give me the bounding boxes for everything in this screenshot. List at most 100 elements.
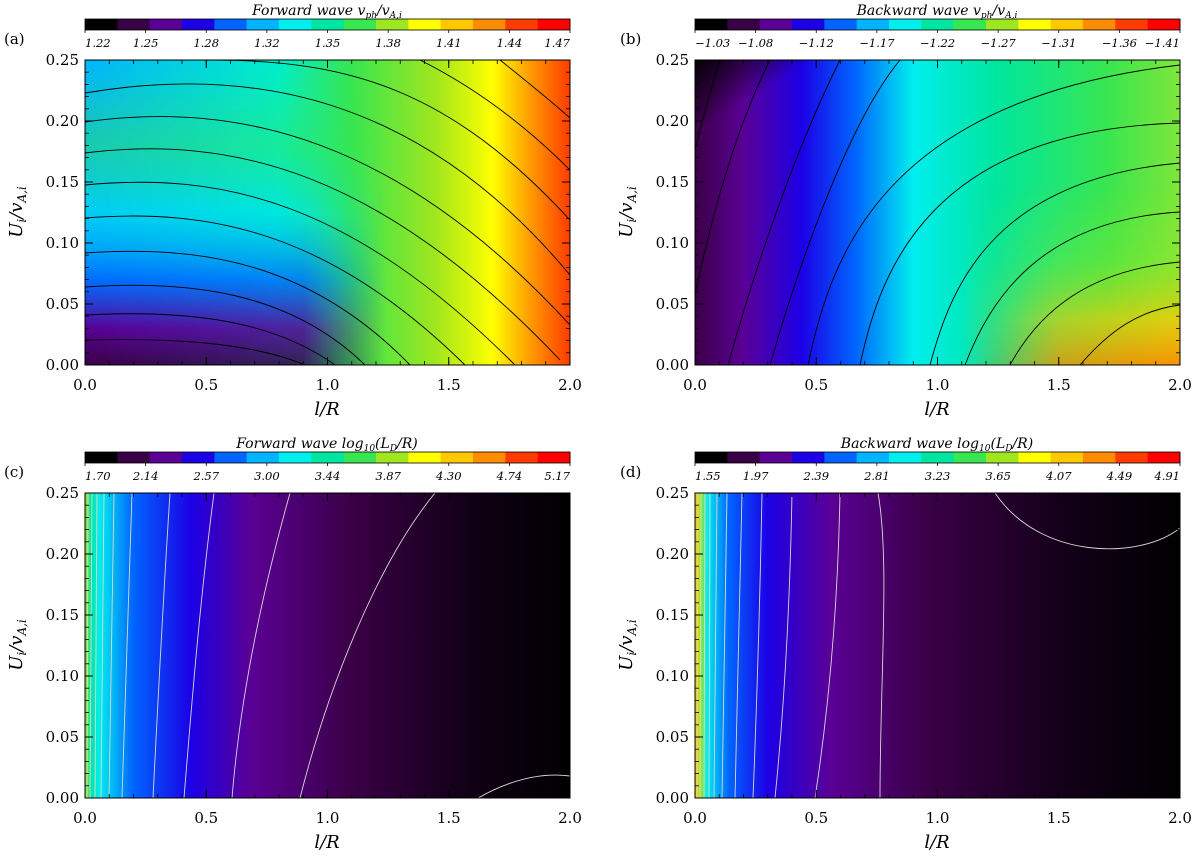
x-tick-label: 0.0 bbox=[73, 376, 97, 394]
panel-a: 0.0 0.5 1.0 1.5 2.00.000.050.100.150.200.25 … bbox=[4, 3, 582, 420]
x-tick-label: 2.0 bbox=[1168, 376, 1192, 394]
colorbar-swatch bbox=[117, 19, 151, 30]
colorbar-tick-label: 5.17 bbox=[544, 469, 570, 483]
colorbar-swatch bbox=[311, 452, 345, 463]
panel-c-title: Forward wave log10(LD/R) bbox=[235, 436, 418, 454]
colorbar-tick-label: 2.39 bbox=[802, 469, 829, 483]
colorbar-tick-label: −1.22 bbox=[920, 36, 955, 50]
colorbar-swatch bbox=[311, 19, 345, 30]
y-tick-label: 0.05 bbox=[46, 728, 79, 746]
colorbar-swatch bbox=[408, 19, 442, 30]
colorbar-swatch bbox=[473, 452, 506, 463]
colorbar-tick-label: 1.55 bbox=[695, 469, 721, 483]
colorbar-swatch bbox=[1147, 452, 1181, 463]
colorbar-tick-label: −1.12 bbox=[799, 36, 834, 50]
colorbar-tick-label: 4.07 bbox=[1045, 469, 1072, 483]
panel-a-ylabel: Ui/vA,i bbox=[6, 186, 29, 238]
panel-c-axes: 0.0 0.5 1.0 1.5 2.0 0.00 0.05 0.10 0.15 0.20 0.25 bbox=[46, 484, 582, 827]
colorbar-swatch bbox=[343, 452, 377, 463]
panel-a-contours bbox=[84, 59, 571, 366]
colorbar-swatch bbox=[824, 452, 858, 463]
panel-d-letter: (d) bbox=[620, 463, 641, 481]
y-tick-label: 0.20 bbox=[656, 112, 689, 130]
colorbar-tick-label: 2.14 bbox=[132, 469, 159, 483]
colorbar-tick-label: −1.27 bbox=[981, 36, 1017, 50]
colorbar-swatch bbox=[149, 19, 183, 30]
colorbar-swatch bbox=[505, 452, 539, 463]
y-tick-label: 0.25 bbox=[46, 51, 79, 69]
colorbar-swatch bbox=[85, 452, 118, 463]
x-tick-label: 1.5 bbox=[437, 809, 461, 827]
y-tick-label: 0.20 bbox=[46, 545, 79, 563]
colorbar-swatch bbox=[986, 19, 1019, 30]
y-tick-label: 0.05 bbox=[656, 728, 689, 746]
colorbar-swatch bbox=[279, 452, 312, 463]
colorbar-swatch bbox=[759, 19, 793, 30]
panel-c-colorbar: 1.70 2.14 2.57 3.00 3.44 3.87 4.30 4.74 5.17 bbox=[84, 451, 571, 483]
panel-a-title: Forward wave vph/vA,i bbox=[251, 3, 402, 21]
x-tick-label: 0.5 bbox=[194, 376, 218, 394]
colorbar-swatch bbox=[953, 19, 987, 30]
panel-c-letter: (c) bbox=[4, 463, 24, 481]
colorbar-tick-label: 2.81 bbox=[863, 469, 890, 483]
colorbar-tick-label: −1.08 bbox=[738, 36, 773, 50]
colorbar-swatch bbox=[1050, 19, 1084, 30]
y-tick-label: 0.25 bbox=[656, 51, 689, 69]
panel-a-heatmap bbox=[85, 60, 570, 365]
y-tick-label: 0.00 bbox=[656, 356, 689, 374]
colorbar-tick-label: 1.97 bbox=[743, 469, 769, 483]
colorbar-swatch bbox=[1083, 19, 1116, 30]
colorbar-swatch bbox=[1018, 452, 1052, 463]
y-tick-label: 0.15 bbox=[656, 173, 689, 191]
colorbar-tick-label: 1.41 bbox=[436, 36, 462, 50]
panel-b-ylabel: Ui/vA,i bbox=[616, 186, 639, 238]
panel-a-axes: 0.0 0.5 1.0 1.5 2.0 0.00 0.05 0.10 0.15 0.20 0.25 bbox=[46, 51, 582, 394]
panel-d: 0.0 0.5 1.0 1.5 2.00.000.050.100.150.200.25 … bbox=[616, 436, 1192, 853]
y-tick-label: 0.00 bbox=[46, 789, 79, 807]
colorbar-swatch bbox=[921, 452, 955, 463]
colorbar-tick-label: 1.44 bbox=[497, 36, 523, 50]
colorbar-tick-label: 1.47 bbox=[544, 36, 570, 50]
colorbar-tick-label: 1.22 bbox=[85, 36, 111, 50]
y-tick-label: 0.10 bbox=[46, 667, 79, 685]
panel-d-contours bbox=[696, 492, 1181, 799]
panel-d-title: Backward wave log10(LD/R) bbox=[840, 436, 1033, 454]
x-tick-label: 0.5 bbox=[804, 809, 828, 827]
colorbar-swatch bbox=[149, 452, 183, 463]
colorbar-swatch bbox=[85, 19, 118, 30]
colorbar-tick-label: −1.31 bbox=[1041, 36, 1076, 50]
panel-b-title: Backward wave vph/vA,i bbox=[856, 3, 1018, 21]
colorbar-swatch bbox=[695, 19, 728, 30]
colorbar-swatch bbox=[1050, 452, 1084, 463]
colorbar-swatch bbox=[182, 452, 215, 463]
colorbar-swatch bbox=[953, 452, 987, 463]
colorbar-swatch bbox=[824, 19, 858, 30]
panel-a-xlabel: l/R bbox=[314, 399, 339, 420]
y-tick-label: 0.10 bbox=[656, 234, 689, 252]
colorbar-tick-label: 4.74 bbox=[496, 469, 523, 483]
panel-b-contours bbox=[694, 59, 1181, 366]
colorbar-swatch bbox=[1147, 19, 1181, 30]
colorbar-tick-label: 3.44 bbox=[315, 469, 341, 483]
colorbar-tick-label: 4.30 bbox=[435, 469, 462, 483]
colorbar-swatch bbox=[376, 452, 409, 463]
colorbar-tick-label: 4.91 bbox=[1153, 469, 1180, 483]
panel-b-letter: (b) bbox=[620, 30, 641, 48]
colorbar-tick-label: 2.57 bbox=[192, 469, 219, 483]
colorbar-swatch bbox=[1018, 19, 1052, 30]
x-tick-label: 2.0 bbox=[558, 809, 582, 827]
panel-c-contours bbox=[86, 492, 571, 799]
colorbar-swatch bbox=[246, 452, 280, 463]
x-tick-label: 2.0 bbox=[1168, 809, 1192, 827]
colorbar-swatch bbox=[214, 452, 248, 463]
colorbar-swatch bbox=[1115, 19, 1149, 30]
colorbar-swatch bbox=[376, 19, 409, 30]
colorbar-swatch bbox=[440, 452, 474, 463]
x-tick-label: 0.5 bbox=[194, 809, 218, 827]
y-tick-label: 0.20 bbox=[656, 545, 689, 563]
colorbar-swatch bbox=[921, 19, 955, 30]
colorbar-swatch bbox=[1083, 452, 1116, 463]
colorbar-swatch bbox=[856, 452, 890, 463]
colorbar-swatch bbox=[727, 19, 761, 30]
